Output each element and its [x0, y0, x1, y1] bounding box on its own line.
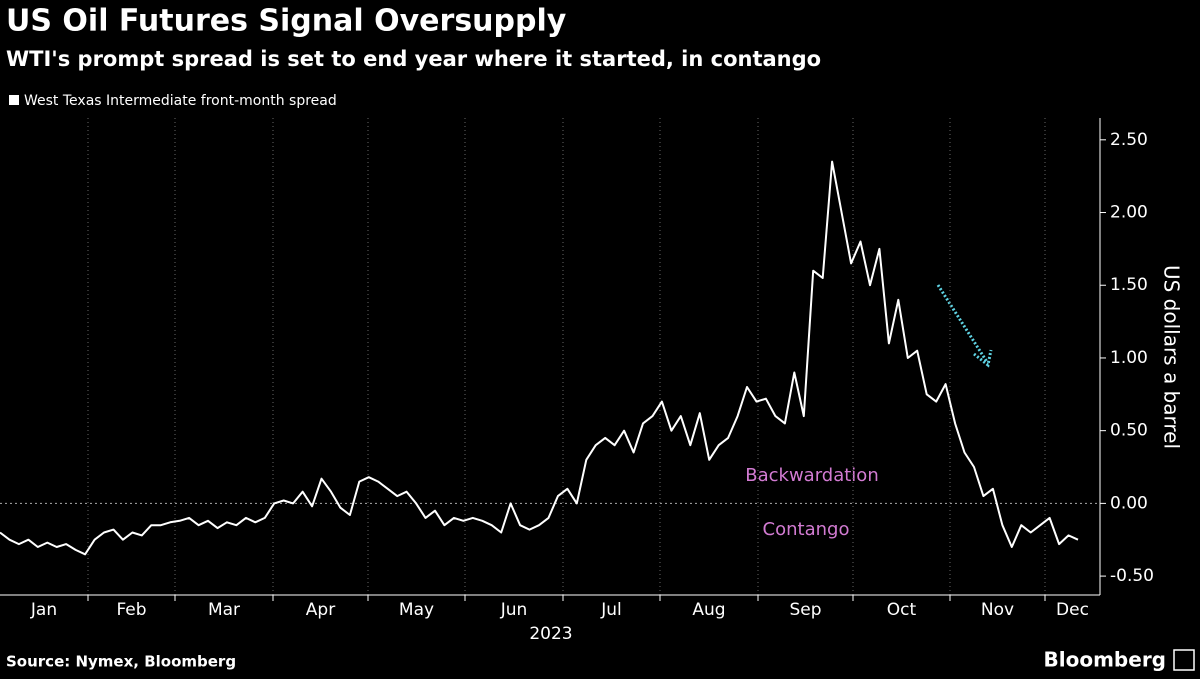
data-line	[0, 160, 1079, 556]
source: Source: Nymex, Bloomberg	[6, 653, 236, 671]
x-tick-label: Jun	[500, 600, 528, 620]
x-tick-label: Apr	[306, 600, 335, 620]
y-tick-label: 2.50	[1110, 130, 1148, 150]
y-tick-label: 0.00	[1110, 493, 1148, 513]
x-tick-label: Jul	[600, 600, 622, 620]
x-tick-label: Feb	[116, 600, 146, 620]
y-tick-label: 1.50	[1110, 275, 1148, 295]
brand: Bloomberg	[1044, 648, 1166, 672]
x-tick-label: Dec	[1056, 600, 1089, 620]
y-axis-title: US dollars a barrel	[1160, 265, 1184, 449]
y-tick-label: 0.50	[1110, 421, 1148, 441]
legend-label: West Texas Intermediate front-month spre…	[24, 93, 337, 109]
x-axis-title: 2023	[529, 624, 572, 644]
y-tick-label: 2.00	[1110, 203, 1148, 223]
x-tick-label: Nov	[981, 600, 1014, 620]
x-tick-label: Sep	[789, 600, 821, 620]
annotation: Backwardation	[745, 465, 878, 486]
x-tick-label: May	[399, 600, 434, 620]
x-tick-label: Mar	[208, 600, 240, 620]
chart-subtitle: WTI's prompt spread is set to end year w…	[6, 47, 821, 71]
x-tick-label: Aug	[692, 600, 725, 620]
x-tick-label: Jan	[30, 600, 57, 620]
brand-logo	[1173, 649, 1195, 671]
x-tick-label: Oct	[887, 600, 917, 620]
arrow-head	[973, 349, 993, 368]
y-tick-label: 1.00	[1110, 348, 1148, 368]
trend-arrow	[936, 284, 989, 363]
chart-title: US Oil Futures Signal Oversupply	[6, 4, 567, 39]
y-tick-label: -0.50	[1110, 566, 1154, 586]
legend-swatch	[9, 95, 19, 105]
annotation: Contango	[763, 519, 850, 540]
